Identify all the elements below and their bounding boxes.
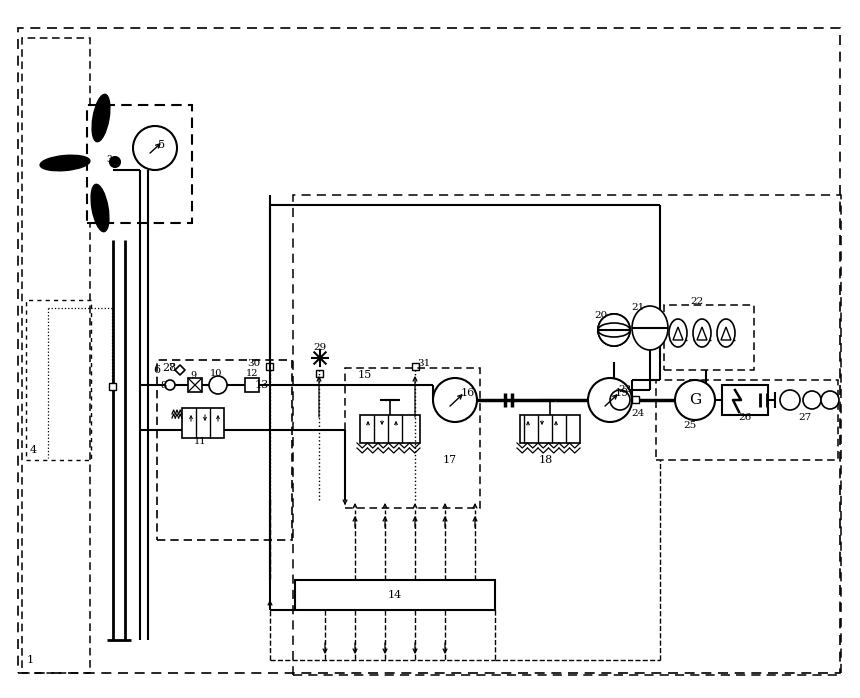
Bar bbox=[293, 195, 841, 675]
Text: 15: 15 bbox=[358, 370, 372, 380]
Polygon shape bbox=[697, 327, 707, 340]
Ellipse shape bbox=[717, 319, 735, 347]
Text: 5: 5 bbox=[158, 140, 166, 150]
Text: 29: 29 bbox=[313, 343, 327, 352]
Bar bbox=[266, 363, 273, 370]
Text: 22: 22 bbox=[691, 297, 703, 306]
Text: 31: 31 bbox=[417, 359, 431, 368]
Text: 2: 2 bbox=[45, 160, 52, 170]
Bar bbox=[345, 368, 480, 508]
Circle shape bbox=[780, 390, 800, 410]
Bar bbox=[188, 378, 202, 392]
Ellipse shape bbox=[91, 184, 109, 232]
Bar bbox=[664, 305, 754, 370]
Circle shape bbox=[165, 380, 175, 390]
Text: 7: 7 bbox=[168, 364, 174, 373]
Text: 13: 13 bbox=[255, 380, 269, 390]
Ellipse shape bbox=[693, 319, 711, 347]
Bar bbox=[295, 580, 495, 610]
Bar bbox=[109, 383, 116, 390]
Text: 20: 20 bbox=[594, 311, 608, 320]
Ellipse shape bbox=[598, 323, 630, 337]
Bar bbox=[722, 385, 768, 415]
Polygon shape bbox=[721, 327, 731, 340]
Text: 30: 30 bbox=[248, 359, 261, 368]
Text: 18: 18 bbox=[539, 455, 553, 465]
Circle shape bbox=[675, 380, 715, 420]
Text: 21: 21 bbox=[631, 304, 645, 313]
Bar bbox=[157, 360, 292, 540]
Text: 23: 23 bbox=[618, 385, 631, 394]
Text: 8: 8 bbox=[160, 380, 166, 389]
Text: 4: 4 bbox=[29, 445, 37, 455]
Circle shape bbox=[610, 390, 630, 410]
Bar bbox=[656, 380, 838, 460]
Text: 17: 17 bbox=[443, 455, 457, 465]
Text: G: G bbox=[689, 393, 701, 407]
Bar bbox=[316, 370, 323, 377]
Circle shape bbox=[110, 157, 120, 167]
Bar bbox=[26, 300, 91, 460]
Circle shape bbox=[209, 376, 227, 394]
Bar bbox=[182, 408, 224, 438]
Text: 25: 25 bbox=[684, 420, 697, 429]
Circle shape bbox=[133, 126, 177, 170]
Text: 27: 27 bbox=[798, 413, 812, 422]
Text: 3: 3 bbox=[106, 156, 112, 165]
Circle shape bbox=[821, 391, 839, 409]
Ellipse shape bbox=[669, 319, 687, 347]
Bar bbox=[22, 38, 90, 673]
Text: 24: 24 bbox=[631, 408, 645, 417]
Text: 16: 16 bbox=[461, 388, 475, 398]
Text: 12: 12 bbox=[246, 369, 258, 378]
Bar bbox=[245, 378, 259, 392]
Bar bbox=[520, 415, 580, 443]
Polygon shape bbox=[673, 327, 683, 340]
Text: 14: 14 bbox=[388, 590, 402, 600]
Ellipse shape bbox=[40, 155, 90, 171]
Ellipse shape bbox=[598, 314, 630, 346]
Text: 10: 10 bbox=[210, 369, 222, 378]
Bar bbox=[632, 396, 639, 403]
Bar bbox=[412, 363, 419, 370]
Text: 26: 26 bbox=[739, 413, 752, 422]
Text: 6: 6 bbox=[153, 365, 161, 375]
Text: 11: 11 bbox=[194, 438, 206, 447]
Circle shape bbox=[433, 378, 477, 422]
Ellipse shape bbox=[92, 94, 110, 142]
Text: 9: 9 bbox=[190, 371, 196, 380]
Bar bbox=[87, 105, 192, 223]
Circle shape bbox=[598, 314, 630, 346]
Circle shape bbox=[803, 391, 821, 409]
Text: 1: 1 bbox=[27, 655, 34, 665]
Text: 28: 28 bbox=[162, 363, 176, 373]
Text: 19: 19 bbox=[615, 388, 630, 398]
Ellipse shape bbox=[632, 306, 668, 350]
Bar bbox=[360, 415, 420, 443]
Circle shape bbox=[588, 378, 632, 422]
